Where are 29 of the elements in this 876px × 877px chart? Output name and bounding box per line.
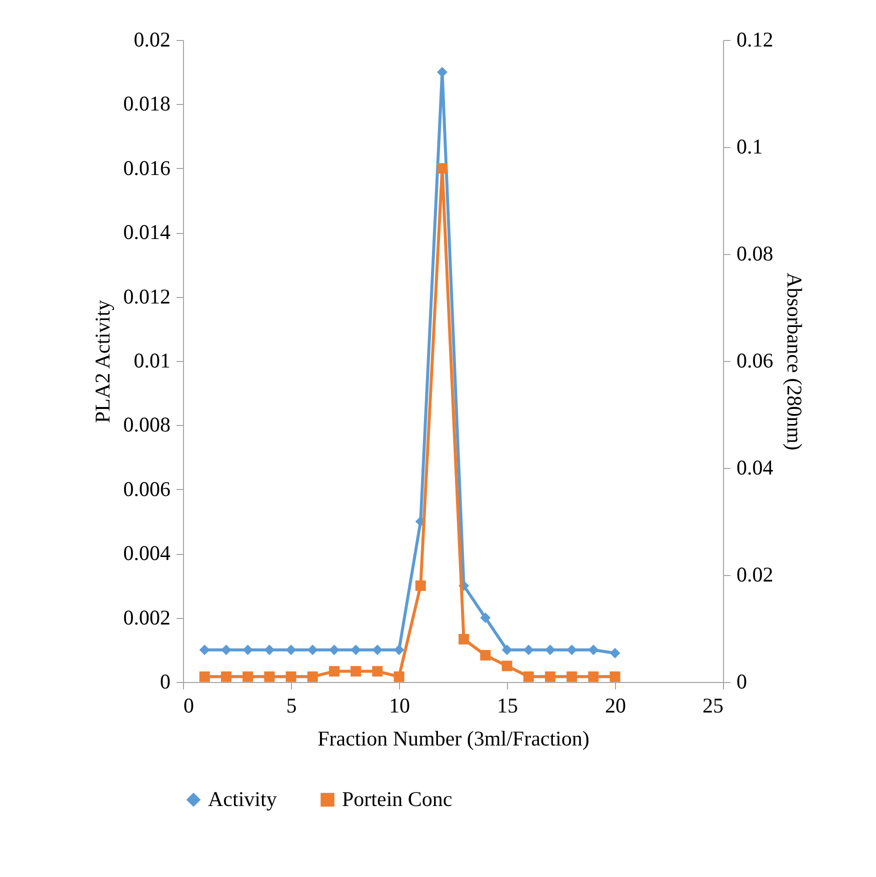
y-tick-label: 0 (160, 670, 170, 694)
x-tick-label: 25 (702, 694, 724, 718)
y2-tick-label: 0.08 (736, 242, 774, 266)
y-tick-label: 0.02 (134, 28, 170, 52)
x-tick-label: 0 (184, 694, 194, 718)
y2-tick-label: 0.1 (736, 134, 763, 158)
y-tick-label: 0.01 (134, 348, 170, 372)
y-tick-label: 0.012 (123, 284, 170, 308)
legend-label: Activity (208, 786, 278, 811)
x-tick-label: 5 (286, 694, 297, 718)
y2-tick-label: 0.04 (736, 456, 774, 480)
x-tick-label: 20 (605, 694, 626, 718)
y-tick-label: 0.006 (123, 476, 170, 501)
y-tick-label: 0.014 (123, 220, 171, 244)
x-tick-label: 10 (389, 694, 410, 718)
y-axis-title: PLA2 Activity (90, 299, 114, 424)
y2-tick-label: 0.06 (736, 348, 774, 372)
legend-label: Portein Conc (342, 786, 452, 811)
x-tick-label: 15 (497, 694, 518, 718)
y-tick-label: 0.002 (123, 605, 170, 630)
y2-axis-title: Absorbance (280nm) (782, 272, 806, 450)
x-axis-title: Fraction Number (3ml/Fraction) (318, 726, 590, 750)
y-tick-label: 0.004 (123, 541, 171, 566)
y2-tick-label: 0 (736, 670, 747, 694)
y-tick-label: 0.018 (123, 92, 170, 116)
y2-tick-label: 0.02 (736, 562, 774, 586)
y2-tick-label: 0.12 (736, 28, 774, 52)
y-tick-label: 0.016 (123, 156, 170, 180)
y-tick-label: 0.008 (123, 412, 170, 437)
